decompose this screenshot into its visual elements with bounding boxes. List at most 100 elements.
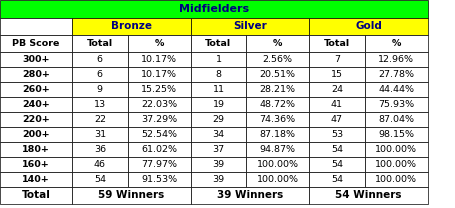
Bar: [72, 18, 190, 35]
Text: Total: Total: [205, 39, 231, 48]
Bar: [246, 112, 308, 127]
Bar: [364, 157, 427, 172]
Bar: [364, 52, 427, 67]
Text: Silver: Silver: [233, 21, 266, 31]
Text: 280+: 280+: [22, 70, 50, 79]
Text: 180+: 180+: [22, 145, 50, 154]
Bar: [364, 67, 427, 82]
Bar: [190, 18, 308, 35]
Bar: [0, 67, 72, 82]
Text: 47: 47: [330, 115, 342, 124]
Bar: [308, 112, 364, 127]
Bar: [190, 52, 246, 67]
Bar: [308, 97, 364, 112]
Bar: [72, 112, 127, 127]
Text: PB Score: PB Score: [12, 39, 60, 48]
Text: 36: 36: [94, 145, 106, 154]
Bar: [308, 82, 364, 97]
Bar: [72, 97, 127, 112]
Bar: [0, 52, 72, 67]
Bar: [246, 172, 308, 187]
Text: Total: Total: [323, 39, 349, 48]
Bar: [308, 172, 364, 187]
Text: 6: 6: [96, 70, 103, 79]
Text: 8: 8: [215, 70, 221, 79]
Bar: [246, 52, 308, 67]
Bar: [0, 142, 72, 157]
Bar: [364, 97, 427, 112]
Text: 200+: 200+: [22, 130, 50, 139]
Text: 59 Winners: 59 Winners: [98, 191, 164, 201]
Text: 44.44%: 44.44%: [378, 85, 413, 94]
Text: 39: 39: [212, 160, 224, 169]
Bar: [246, 35, 308, 52]
Bar: [0, 187, 72, 204]
Text: 13: 13: [94, 100, 106, 109]
Text: 11: 11: [212, 85, 224, 94]
Bar: [308, 52, 364, 67]
Text: 22: 22: [94, 115, 106, 124]
Bar: [364, 112, 427, 127]
Text: 77.97%: 77.97%: [141, 160, 177, 169]
Text: 37: 37: [212, 145, 224, 154]
Bar: [364, 82, 427, 97]
Bar: [127, 82, 190, 97]
Bar: [308, 67, 364, 82]
Bar: [246, 157, 308, 172]
Bar: [190, 67, 246, 82]
Text: 240+: 240+: [22, 100, 50, 109]
Text: 100.00%: 100.00%: [374, 145, 416, 154]
Bar: [72, 67, 127, 82]
Text: 10.17%: 10.17%: [141, 70, 177, 79]
Bar: [72, 157, 127, 172]
Text: 28.21%: 28.21%: [259, 85, 295, 94]
Bar: [308, 127, 364, 142]
Text: 7: 7: [333, 55, 339, 64]
Bar: [190, 187, 308, 204]
Bar: [364, 127, 427, 142]
Text: 94.87%: 94.87%: [259, 145, 295, 154]
Text: 10.17%: 10.17%: [141, 55, 177, 64]
Bar: [127, 172, 190, 187]
Text: 100.00%: 100.00%: [256, 175, 298, 184]
Bar: [127, 97, 190, 112]
Bar: [246, 67, 308, 82]
Bar: [190, 157, 246, 172]
Text: 48.72%: 48.72%: [259, 100, 295, 109]
Text: 20.51%: 20.51%: [259, 70, 295, 79]
Bar: [72, 172, 127, 187]
Bar: [72, 142, 127, 157]
Bar: [72, 35, 127, 52]
Text: 140+: 140+: [22, 175, 50, 184]
Text: Total: Total: [21, 191, 51, 201]
Text: 98.15%: 98.15%: [378, 130, 413, 139]
Bar: [190, 35, 246, 52]
Text: 54: 54: [330, 175, 342, 184]
Bar: [127, 52, 190, 67]
Bar: [308, 142, 364, 157]
Bar: [0, 0, 427, 18]
Text: 74.36%: 74.36%: [259, 115, 295, 124]
Bar: [72, 52, 127, 67]
Text: 91.53%: 91.53%: [141, 175, 177, 184]
Bar: [127, 127, 190, 142]
Text: 54: 54: [94, 175, 106, 184]
Text: 75.93%: 75.93%: [377, 100, 414, 109]
Bar: [190, 97, 246, 112]
Text: 15: 15: [330, 70, 342, 79]
Text: 160+: 160+: [22, 160, 50, 169]
Text: 19: 19: [212, 100, 224, 109]
Bar: [190, 172, 246, 187]
Text: 87.04%: 87.04%: [378, 115, 413, 124]
Bar: [364, 142, 427, 157]
Text: 12.96%: 12.96%: [378, 55, 413, 64]
Bar: [127, 112, 190, 127]
Bar: [72, 187, 190, 204]
Text: Bronze: Bronze: [111, 21, 152, 31]
Text: 100.00%: 100.00%: [256, 160, 298, 169]
Bar: [0, 112, 72, 127]
Bar: [127, 142, 190, 157]
Text: 1: 1: [215, 55, 221, 64]
Bar: [127, 35, 190, 52]
Text: 46: 46: [94, 160, 106, 169]
